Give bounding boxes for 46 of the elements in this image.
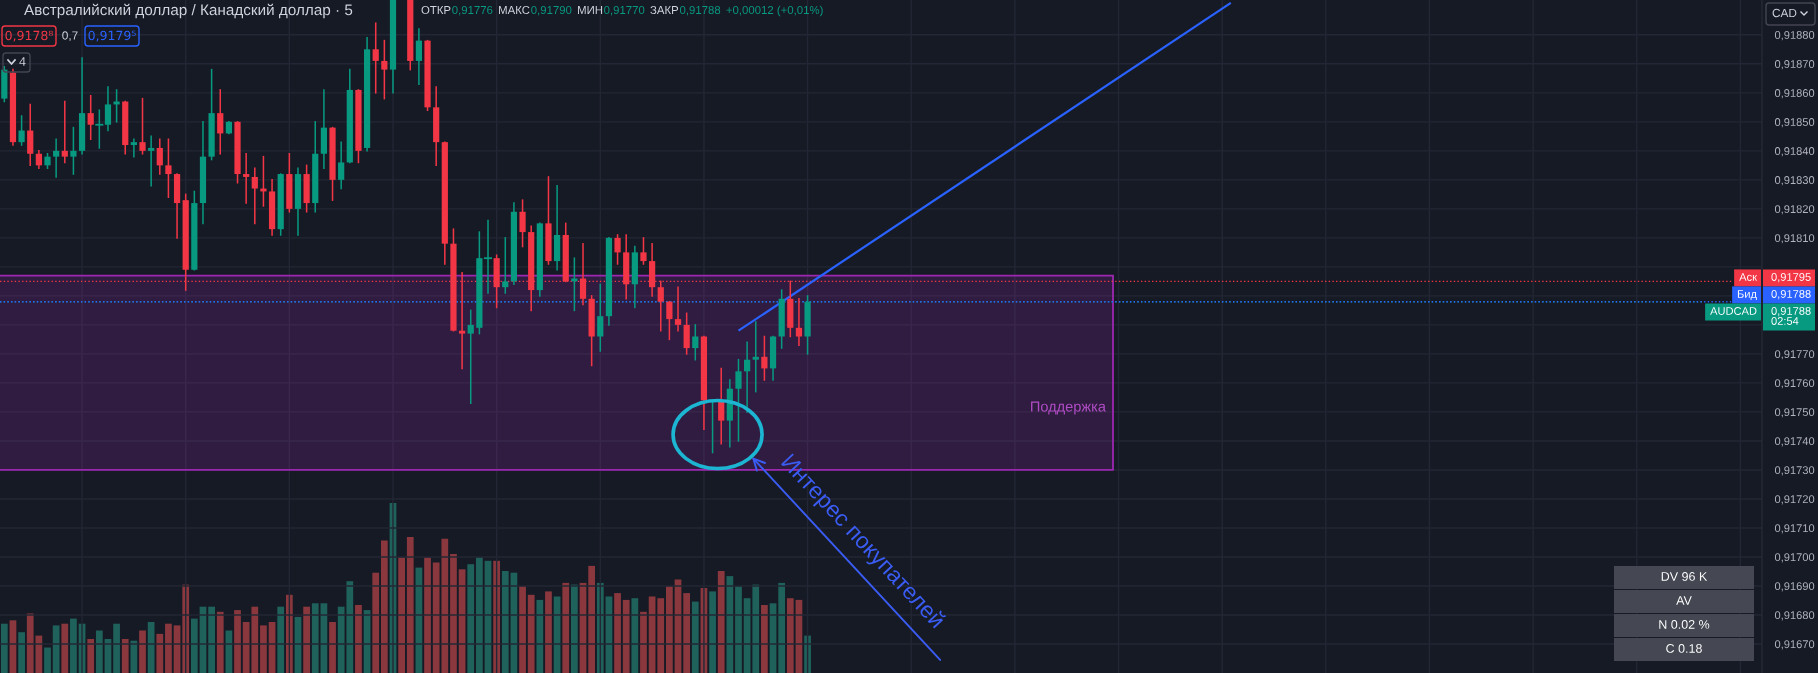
band-label: Поддержка bbox=[1031, 401, 1106, 415]
y-tick-label: 0,91820 bbox=[1774, 205, 1815, 215]
y-tick-label: 0,91710 bbox=[1774, 524, 1815, 534]
text: 0,91795 bbox=[1771, 273, 1811, 283]
y-tick-label: 0,91720 bbox=[1774, 495, 1815, 505]
annotation: +0,00012 (+0,01%) bbox=[726, 5, 823, 17]
y-tick-label: 0,91740 bbox=[1774, 437, 1815, 447]
annotation: 0,91770 bbox=[604, 5, 645, 16]
chart-title: Австралийский доллар / Канадский доллар · 5 bbox=[24, 3, 353, 19]
annotation: AV bbox=[1676, 596, 1692, 605]
text: 0,91788 bbox=[1771, 290, 1811, 300]
annotation: C 0.18 bbox=[1666, 644, 1702, 653]
y-tick-label: 0,91870 bbox=[1774, 60, 1815, 70]
annotation: ЗАКР bbox=[650, 6, 679, 15]
y-tick-label: 0,91700 bbox=[1774, 553, 1815, 563]
y-tick-label: 0,91690 bbox=[1774, 582, 1815, 592]
text: CAD bbox=[1772, 8, 1797, 18]
annotation: N 0.02 % bbox=[1659, 620, 1710, 629]
y-tick-label: 0,91730 bbox=[1774, 466, 1815, 476]
ref-line-label: Бид bbox=[1737, 290, 1757, 301]
annotation: 0,91788 bbox=[679, 5, 721, 16]
ref-line-label: AUDCAD bbox=[1710, 307, 1757, 315]
y-tick-label: 0,91810 bbox=[1774, 234, 1815, 244]
y-tick-label: 0,91850 bbox=[1774, 118, 1815, 128]
y-tick-label: 0,91680 bbox=[1774, 611, 1815, 621]
text: 02:54 bbox=[1771, 317, 1799, 325]
annotation: 4 bbox=[19, 57, 26, 66]
annotation: 0,91776 bbox=[452, 5, 493, 16]
ref-line-label: Аск bbox=[1739, 273, 1758, 281]
y-tick-label: 0,91760 bbox=[1774, 379, 1815, 389]
annotation: 0,7 bbox=[62, 31, 78, 42]
y-tick-label: 0,91880 bbox=[1774, 31, 1815, 41]
text: 0,91788 bbox=[1771, 307, 1811, 317]
y-tick-label: 0,91830 bbox=[1774, 176, 1815, 186]
annotation: 0,9178⁸ bbox=[5, 30, 53, 42]
annotation: ОТКР bbox=[421, 5, 451, 15]
y-tick-label: 0,91860 bbox=[1774, 89, 1815, 99]
y-tick-label: 0,91670 bbox=[1774, 640, 1815, 650]
y-tick-label: 0,91840 bbox=[1774, 147, 1815, 157]
annotation: DV 96 K bbox=[1661, 572, 1708, 581]
y-tick-label: 0,91750 bbox=[1774, 408, 1815, 418]
y-tick-label: 0,91770 bbox=[1774, 350, 1815, 360]
annotation: 0,91790 bbox=[531, 5, 572, 16]
annotation: МАКС bbox=[499, 5, 530, 15]
annotation: 0,9179⁵ bbox=[88, 30, 136, 42]
annotation: МИН bbox=[578, 6, 603, 14]
